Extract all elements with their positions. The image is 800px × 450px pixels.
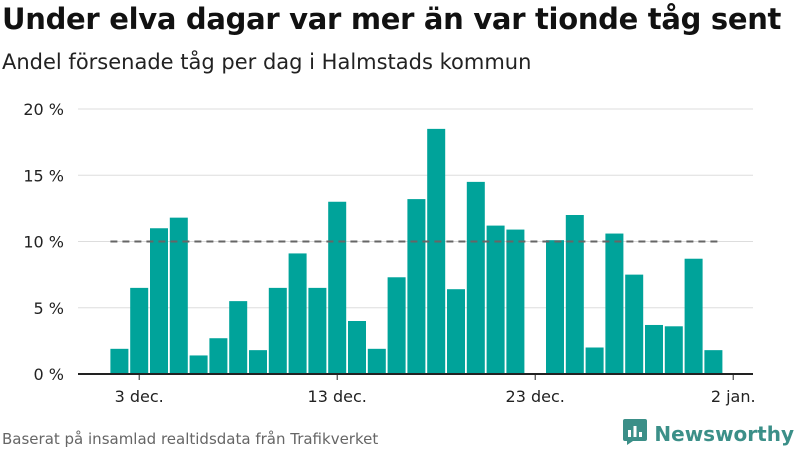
bar-23 <box>546 240 564 374</box>
y-tick-label: 10 % <box>23 233 64 252</box>
bar-24 <box>565 215 584 374</box>
bar-2 <box>130 287 149 374</box>
bar-12 <box>328 201 347 374</box>
bar-4 <box>169 217 188 374</box>
bar-28 <box>645 324 663 374</box>
bar-10 <box>288 253 307 374</box>
bar-9 <box>268 287 287 374</box>
x-axis <box>78 373 753 380</box>
x-axis-labels: 3 dec. 13 dec. 23 dec. 2 jan. <box>115 387 756 406</box>
bar-26 <box>605 233 624 374</box>
y-tick-label: 0 % <box>34 365 64 384</box>
newsworthy-logo-icon <box>622 418 648 450</box>
bar-21 <box>506 229 525 374</box>
bar-29 <box>664 326 683 374</box>
x-tick-label: 13 dec. <box>308 387 367 406</box>
bar-5 <box>189 355 208 374</box>
bar-14 <box>367 348 386 374</box>
bar-15 <box>387 277 406 374</box>
chart-subtitle: Andel försenade tåg per dag i Halmstads … <box>2 50 532 74</box>
bar-7 <box>229 301 248 374</box>
y-tick-label: 15 % <box>23 166 64 185</box>
brand-logo: Newsworthy <box>622 419 794 449</box>
bar-8 <box>249 350 267 374</box>
bar-11 <box>308 287 327 374</box>
bar-3 <box>150 228 168 374</box>
bar-1 <box>110 348 129 374</box>
bar-19 <box>466 181 485 374</box>
bar-20 <box>486 225 505 374</box>
bar-16 <box>407 199 426 374</box>
bar-chart: 0 % 5 % 10 % 15 % 20 % 3 dec. 13 dec. 23 dec. 2… <box>23 100 756 406</box>
bar-25 <box>585 347 604 374</box>
y-axis-labels: 0 % 5 % 10 % 15 % 20 % <box>23 100 64 384</box>
bar-13 <box>348 321 366 374</box>
bars <box>110 128 723 374</box>
x-tick-label: 3 dec. <box>115 387 164 406</box>
bar-31 <box>704 350 723 374</box>
brand-name: Newsworthy <box>654 422 794 446</box>
bar-17 <box>427 128 446 374</box>
bar-30 <box>684 258 703 374</box>
chart-title: Under elva dagar var mer än var tionde t… <box>2 2 782 36</box>
bar-18 <box>447 289 465 374</box>
x-tick-label: 23 dec. <box>506 387 565 406</box>
x-tick-label: 2 jan. <box>711 387 756 406</box>
y-tick-label: 20 % <box>23 100 64 119</box>
bar-6 <box>209 338 228 374</box>
source-note: Baserat på insamlad realtidsdata från Tr… <box>2 430 379 448</box>
y-tick-label: 5 % <box>34 299 64 318</box>
bar-27 <box>625 274 644 374</box>
